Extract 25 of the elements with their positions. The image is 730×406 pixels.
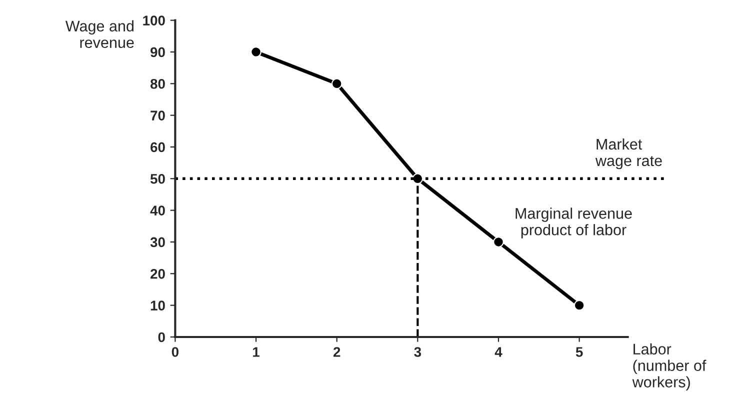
point <box>331 78 342 90</box>
y-tick-label: 70 <box>150 110 165 120</box>
x-tick-label: 4 <box>494 347 502 357</box>
x-axis-title: Labor (number of workers) <box>632 343 706 390</box>
y-tick-label: 100 <box>143 16 165 26</box>
y-tick-label: 50 <box>150 174 165 184</box>
annotation: Marginal revenue product of labor <box>516 208 632 238</box>
y-tick-label: 80 <box>150 78 165 89</box>
ref-line-label: Market wage rate <box>595 138 662 170</box>
x-tick-label: 5 <box>576 347 583 357</box>
point <box>574 300 585 311</box>
point <box>250 46 262 58</box>
x-tick-label: 2 <box>333 347 340 357</box>
point <box>493 236 504 248</box>
y-tick-label: 10 <box>150 300 165 310</box>
y-tick-label: 0 <box>158 332 165 342</box>
y-tick-label: 20 <box>150 268 165 279</box>
x-tick-label: 3 <box>414 347 422 357</box>
y-tick-label: 40 <box>150 206 165 216</box>
x-tick-label: 0 <box>172 347 178 357</box>
x-tick-label: 1 <box>253 347 260 357</box>
y-tick-label: 90 <box>150 47 165 58</box>
y-tick-label: 60 <box>150 142 165 152</box>
y-axis-title: Wage and revenue <box>65 20 134 48</box>
y-tick-label: 30 <box>150 237 165 248</box>
